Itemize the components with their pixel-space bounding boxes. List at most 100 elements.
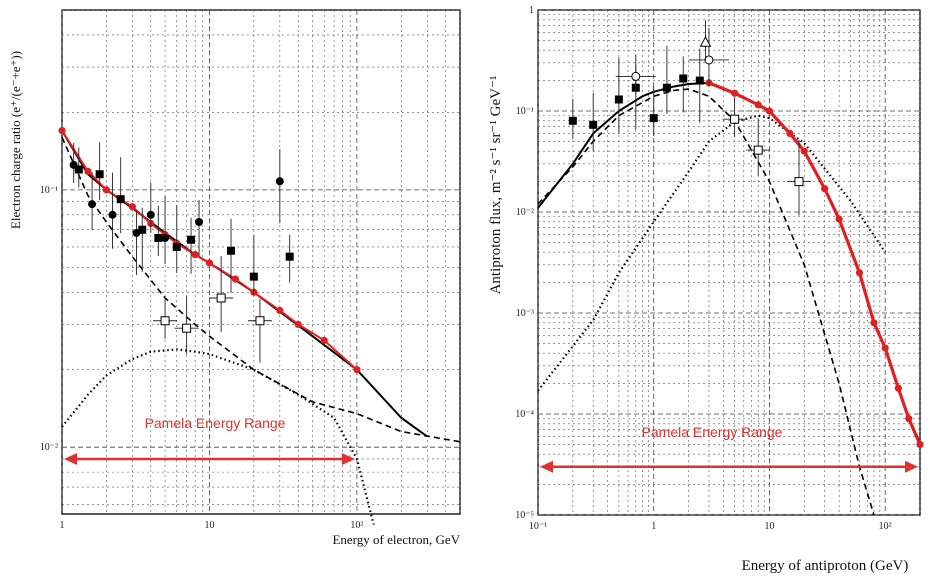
filled-square-point [138,225,147,234]
x-tick-label: 1 [651,521,656,532]
y-tick-label: 10⁻² [516,207,534,218]
red-data-point [102,186,110,194]
energy-range-label: Pamela Energy Range [145,415,286,431]
grid [61,9,461,514]
filled-square-point [154,234,163,243]
x-tick-label: 10 [764,521,774,532]
energy-range-label: Pamela Energy Range [642,424,783,440]
open-square-point [794,177,804,187]
open-triangle-point [699,36,712,47]
energy-range-arrowhead-right [905,460,918,473]
red-data-point [205,259,214,267]
energy-range-arrowhead-left [64,452,77,465]
filled-square-point [249,272,258,281]
filled-square-point [74,165,83,174]
red-data-point [800,147,808,155]
y-tick-label: 10⁻¹ [516,106,534,117]
energy-range-arrowhead-left [540,460,553,473]
dashed-curve [537,88,875,516]
red-data-point [754,101,762,109]
filled-square-point [662,83,671,92]
filled-circle-point [195,218,204,227]
dashed-curve [61,137,461,443]
red-data-point [320,336,328,345]
red-data-point [353,366,361,374]
red-data-point [786,129,794,138]
red-data-point [765,107,774,115]
filled-circle-point [108,210,117,219]
filled-square-point [285,252,294,261]
red-data-point [128,203,136,211]
open-square-point [182,323,192,333]
red-data-point [84,167,92,175]
electron-charge-ratio-chart: 1 10 10² 10⁻¹ 10⁻² Pamela Energy Range Energ… [8,9,461,547]
antiproton-flux-chart: 10⁻¹ 1 10 10² 1 10⁻¹ 10⁻² 10⁻³ 10⁻⁴ 10⁻⁵ Pamela E… [488,5,924,574]
x-tick-label: 10² [879,521,892,532]
grid [537,9,921,516]
filled-square-point [187,235,196,244]
filled-circle-point [275,177,284,186]
y-axis-label: Electron charge ratio (e⁺/(e⁻+e⁺)) [8,51,23,229]
y-tick-label: 10⁻⁴ [515,409,534,420]
open-square-point [730,114,740,124]
red-data-point [881,344,889,352]
open-square-point [160,316,170,326]
open-square-point [255,316,265,326]
x-tick-label: 10 [204,520,214,531]
red-data-point [58,126,66,135]
filled-square-point [227,246,236,255]
red-data-point [231,275,240,283]
red-data-point [870,319,878,327]
energy-range-annotation: Pamela Energy Range [540,424,918,473]
energy-range-arrowhead-right [341,452,355,465]
x-axis-label: Energy of antiproton (GeV) [742,558,909,574]
red-data-point [191,251,199,259]
plot-frame [61,9,461,515]
y-tick-label: 10⁻³ [516,308,534,319]
dotted-curve [537,114,887,392]
open-circle-point [704,55,714,65]
data-marks [537,20,924,516]
filled-circle-point [146,210,155,219]
x-tick-label: 1 [60,520,65,531]
tick-labels: 1 10 10² 10⁻¹ 10⁻² [40,185,364,531]
filled-square-point [568,116,577,125]
solid-curve [61,130,428,438]
tick-labels: 10⁻¹ 1 10 10² 1 10⁻¹ 10⁻² 10⁻³ 10⁻⁴ 10⁻⁵ [515,5,891,532]
y-tick-label: 10⁻² [40,442,58,453]
y-tick-label: 10⁻⁵ [515,510,534,521]
red-data-point [821,185,829,193]
red-data-point [855,269,864,277]
energy-range-annotation: Pamela Energy Range [64,415,355,465]
solid-curve [537,81,709,209]
open-circle-point [631,71,641,81]
x-axis-label: Energy of electron, GeV [332,532,460,547]
filled-square-point [172,242,181,251]
open-square-point [216,293,226,303]
data-marks [58,126,461,525]
red-data-point [731,89,739,97]
x-tick-label: 10² [350,520,363,531]
red-data-point [276,306,284,315]
open-square-point [753,145,763,155]
red-data-point [916,440,924,449]
red-model-curve [708,81,922,446]
filled-circle-point [88,200,97,209]
filled-square-point [589,120,598,129]
filled-square-point [116,195,125,204]
filled-square-point [95,170,104,179]
filled-square-point [649,114,658,123]
filled-square-point [614,95,623,104]
y-tick-label: 10⁻¹ [40,185,58,196]
y-axis-label: Antiproton flux, m⁻² s⁻¹ sr⁻¹ GeV⁻¹ [488,76,504,295]
dotted-curve [61,348,375,525]
x-tick-label: 10⁻¹ [529,521,547,532]
red-data-point [294,320,302,329]
filled-circle-point [69,160,78,169]
red-data-point [905,415,913,423]
red-data-point [894,384,902,392]
y-tick-label: 1 [529,5,534,16]
filled-circle-point [132,228,141,237]
filled-square-point [679,74,688,83]
